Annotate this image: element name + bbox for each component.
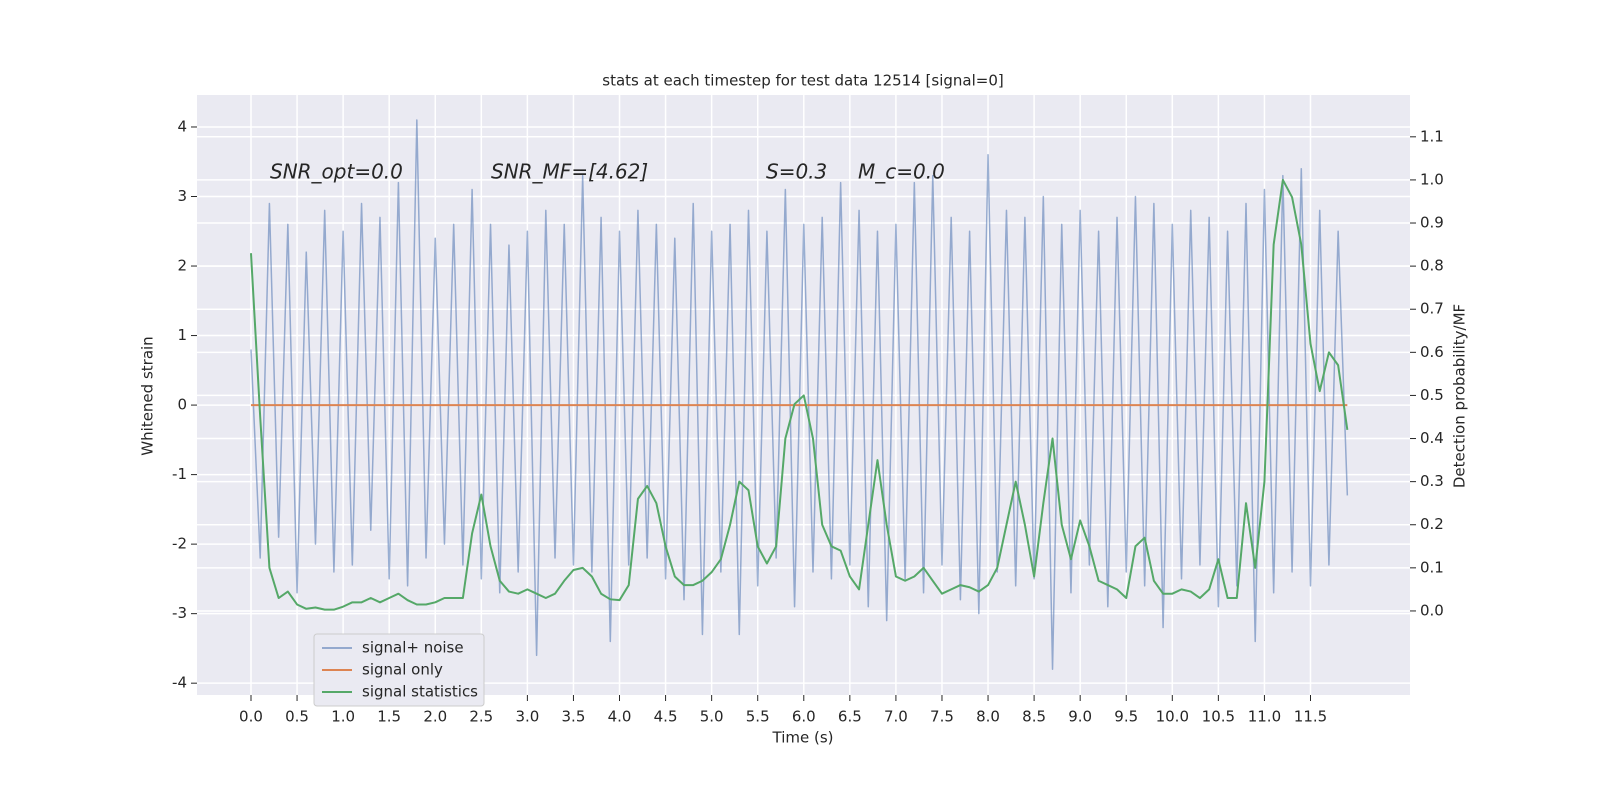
y2-tick-label: 0.6	[1420, 343, 1444, 361]
y-tick-label: -2	[172, 535, 187, 553]
x-tick-label: 4.0	[608, 708, 632, 726]
series-line	[249, 178, 1349, 611]
y-tick-label: 0	[177, 396, 187, 414]
x-tick-label: 6.0	[792, 708, 816, 726]
x-tick-label: 4.5	[654, 708, 678, 726]
x-tick-label: 3.5	[562, 708, 586, 726]
y2-tick-label: 0.5	[1420, 386, 1444, 404]
legend-label: signal+ noise	[362, 639, 464, 657]
y-tick-label: 3	[177, 187, 187, 205]
x-tick-label: 1.5	[377, 708, 401, 726]
x-tick-label: 6.5	[838, 708, 862, 726]
y-tick-label: 1	[177, 326, 187, 344]
y2-tick-label: 0.2	[1420, 515, 1444, 533]
y2-tick-label: 0.9	[1420, 214, 1444, 232]
x-tick-label: 5.5	[746, 708, 770, 726]
series-line	[250, 119, 1349, 671]
y2-tick-label: 0.1	[1420, 558, 1444, 576]
x-tick-label: 3.0	[515, 708, 539, 726]
annotation: M_c=0.0	[858, 160, 945, 184]
y-tick-label: -1	[172, 465, 187, 483]
x-tick-label: 2.5	[469, 708, 493, 726]
y2-tick-label: 1.0	[1420, 170, 1444, 188]
y2-tick-label: 0.4	[1420, 429, 1444, 447]
y-tick-label: -3	[172, 604, 187, 622]
x-axis-label: Time (s)	[772, 729, 834, 747]
y-tick-label: -4	[172, 674, 187, 692]
x-tick-label: 10.5	[1202, 708, 1235, 726]
y2-tick-label: 0.8	[1420, 257, 1444, 275]
x-tick-label: 8.5	[1022, 708, 1046, 726]
annotation: SNR_MF=[4.62]	[491, 160, 648, 184]
x-tick-label: 11.5	[1294, 708, 1327, 726]
x-tick-label: 8.0	[976, 708, 1000, 726]
x-tick-label: 0.0	[239, 708, 263, 726]
x-tick-label: 9.0	[1068, 708, 1092, 726]
y-tick-label: 4	[177, 117, 187, 135]
y2-tick-label: 0.3	[1420, 472, 1444, 490]
y-axis-label: Whitened strain	[139, 336, 157, 455]
x-tick-label: 7.5	[930, 708, 954, 726]
x-tick-label: 1.0	[331, 708, 355, 726]
x-tick-label: 11.0	[1248, 708, 1281, 726]
y-tick-label: 2	[177, 257, 187, 275]
legend-label: signal statistics	[362, 683, 478, 701]
x-tick-label: 9.5	[1114, 708, 1138, 726]
annotation: SNR_opt=0.0	[270, 160, 403, 184]
x-tick-label: 2.0	[423, 708, 447, 726]
y2-tick-label: 0.7	[1420, 300, 1444, 318]
y2-axis-label: Detection probability/MF	[1451, 304, 1469, 488]
legend-label: signal only	[362, 661, 443, 679]
legend: signal+ noise signal only signal statistic…	[313, 633, 485, 707]
x-tick-label: 7.0	[884, 708, 908, 726]
x-tick-label: 0.5	[285, 708, 309, 726]
chart-title: stats at each timestep for test data 125…	[602, 72, 1003, 90]
x-tick-label: 10.0	[1156, 708, 1189, 726]
y2-tick-label: 0.0	[1420, 601, 1444, 619]
x-tick-label: 5.0	[700, 708, 724, 726]
annotation: S=0.3	[766, 160, 827, 184]
y2-tick-label: 1.1	[1420, 127, 1444, 145]
legend-box	[313, 633, 485, 707]
